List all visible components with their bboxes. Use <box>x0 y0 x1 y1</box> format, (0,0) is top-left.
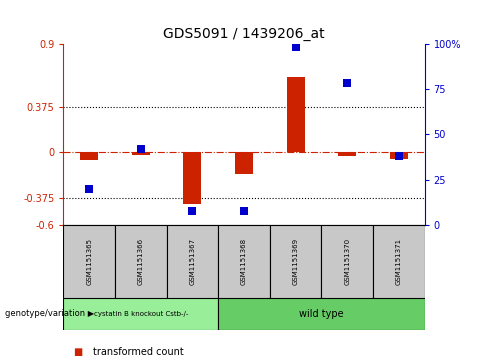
Text: cystatin B knockout Cstb-/-: cystatin B knockout Cstb-/- <box>94 311 188 317</box>
Text: GSM1151369: GSM1151369 <box>293 238 299 285</box>
Bar <box>132 152 150 155</box>
Point <box>292 44 300 50</box>
Text: transformed count: transformed count <box>93 347 183 357</box>
Bar <box>390 152 408 159</box>
Text: GSM1151370: GSM1151370 <box>344 238 350 285</box>
Point <box>188 208 196 213</box>
Bar <box>235 152 253 174</box>
Text: GSM1151365: GSM1151365 <box>86 238 92 285</box>
Text: genotype/variation ▶: genotype/variation ▶ <box>5 310 94 318</box>
Text: GSM1151367: GSM1151367 <box>189 238 195 285</box>
Bar <box>218 225 270 298</box>
Bar <box>322 225 373 298</box>
Bar <box>63 225 115 298</box>
Text: GSM1151371: GSM1151371 <box>396 238 402 285</box>
Bar <box>218 298 425 330</box>
Point <box>240 208 248 213</box>
Text: wild type: wild type <box>299 309 344 319</box>
Text: GSM1151366: GSM1151366 <box>138 238 144 285</box>
Point <box>395 153 403 159</box>
Point <box>343 81 351 86</box>
Bar <box>63 298 218 330</box>
Point <box>85 186 93 192</box>
Bar <box>115 225 166 298</box>
Bar <box>338 152 356 156</box>
Text: GSM1151368: GSM1151368 <box>241 238 247 285</box>
Bar <box>373 225 425 298</box>
Bar <box>80 152 98 160</box>
Bar <box>183 152 202 204</box>
Bar <box>286 77 305 152</box>
Title: GDS5091 / 1439206_at: GDS5091 / 1439206_at <box>163 27 325 41</box>
Point <box>137 146 145 152</box>
Bar <box>270 225 322 298</box>
Text: ■: ■ <box>73 347 82 357</box>
Bar <box>166 225 218 298</box>
